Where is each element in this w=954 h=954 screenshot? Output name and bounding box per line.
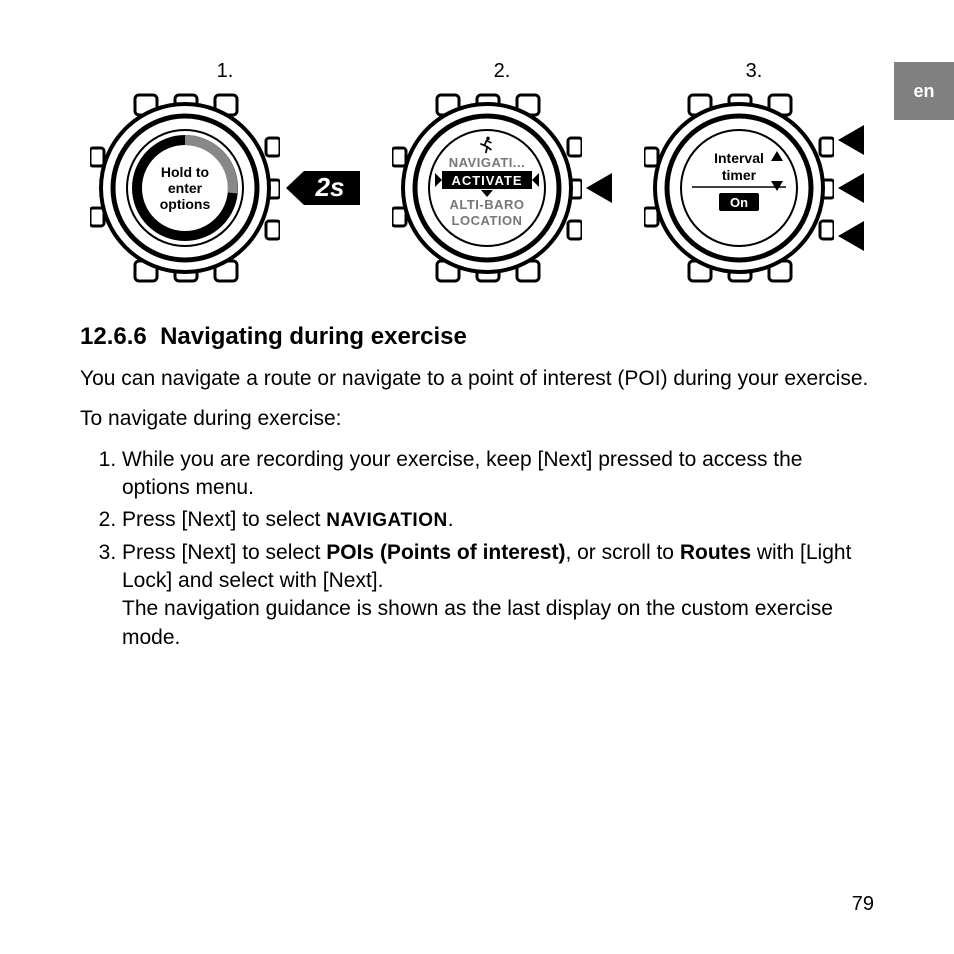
press-indicator: [586, 93, 612, 283]
svg-text:Interval: Interval: [714, 150, 764, 166]
step-number: 1.: [217, 60, 234, 83]
watch-illustration-1: Hold to enter options: [90, 93, 280, 283]
section-number: 12.6.6: [80, 323, 147, 350]
diagram-step-2: 2.: [392, 60, 612, 283]
watch-illustration-3: Interval timer On: [644, 93, 834, 283]
svg-text:On: On: [730, 195, 748, 210]
step-number: 3.: [746, 60, 763, 83]
keyword: POIs (Points of interest): [326, 541, 565, 564]
keyword: NAVIGATION: [326, 510, 447, 531]
manual-page: en 1.: [0, 0, 954, 954]
keyword: Routes: [680, 541, 751, 564]
step-text: While you are recording your exercise, k…: [122, 448, 803, 499]
svg-text:ACTIVATE: ACTIVATE: [451, 173, 522, 188]
list-item: Press [Next] to select NAVIGATION.: [122, 506, 874, 534]
section-heading: 12.6.6 Navigating during exercise: [80, 323, 874, 351]
section-title: Navigating during exercise: [160, 323, 467, 350]
svg-text:timer: timer: [722, 167, 757, 183]
hold-seconds-text: 2s: [315, 172, 345, 202]
svg-text:NAVIGATI...: NAVIGATI...: [449, 155, 526, 170]
svg-text:LOCATION: LOCATION: [452, 213, 523, 228]
step-note: The navigation guidance is shown as the …: [122, 597, 833, 648]
lead-paragraph: To navigate during exercise:: [80, 405, 874, 433]
page-number: 79: [852, 893, 874, 916]
step-text: Press [Next] to select: [122, 541, 326, 564]
step-number: 2.: [494, 60, 511, 83]
watch-illustration-2: NAVIGATI... ACTIVATE ALTI-BARO LOCATION: [392, 93, 582, 283]
step-text: .: [448, 508, 454, 531]
svg-text:ALTI-BARO: ALTI-BARO: [449, 197, 524, 212]
instruction-list: While you are recording your exercise, k…: [80, 446, 874, 652]
diagram-step-3: 3.: [644, 60, 864, 283]
hold-duration-badge: 2s: [286, 161, 360, 215]
watch1-line3: options: [160, 196, 211, 212]
list-item: While you are recording your exercise, k…: [122, 446, 874, 503]
language-tab: en: [894, 62, 954, 120]
watch1-line2: enter: [168, 180, 203, 196]
diagram-step-1: 1.: [90, 60, 360, 283]
step-text: , or scroll to: [565, 541, 679, 564]
step-text: Press [Next] to select: [122, 508, 326, 531]
intro-paragraph: You can navigate a route or navigate to …: [80, 365, 874, 393]
list-item: Press [Next] to select POIs (Points of i…: [122, 539, 874, 652]
watch1-line1: Hold to: [161, 164, 209, 180]
instruction-diagram: 1.: [80, 60, 874, 283]
press-indicator-triple: [838, 93, 864, 283]
